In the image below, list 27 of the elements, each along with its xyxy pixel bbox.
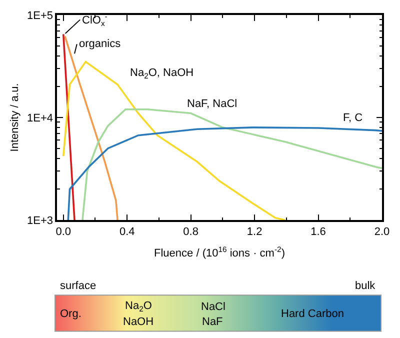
text: NaF <box>202 316 224 328</box>
text: Hard Carbon <box>281 308 344 320</box>
series-label: organics <box>79 38 122 50</box>
line-series <box>82 108 382 220</box>
y-tick-label: 1E+4 <box>27 112 54 124</box>
text: bulk <box>355 280 376 292</box>
x-axis-title: Fluence / (10$^{16}$ ions · cm$^{-2}$) <box>154 245 285 260</box>
x-tick-label: 1.6 <box>310 226 326 238</box>
y-tick-label: 1E+3 <box>27 214 54 227</box>
series-label: NaF, NaCl <box>187 98 238 110</box>
x-tick-label: 0.8 <box>183 226 198 238</box>
line-series <box>64 35 118 220</box>
text: NaCl <box>201 301 226 313</box>
x-tick-label: 0.4 <box>119 226 135 238</box>
y-axis-title: Intensity / a.u. <box>9 83 22 152</box>
x-tick-label: 2.0 <box>374 226 390 238</box>
x-tick-label: 0.0 <box>56 226 72 238</box>
text: surface <box>60 280 96 292</box>
series-label: F, C <box>343 112 363 124</box>
line-series <box>62 60 286 220</box>
y-tick-label: 1E+5 <box>27 10 54 22</box>
text: Org. <box>60 308 82 320</box>
line-series <box>67 126 382 220</box>
series-label: Na$_{2}$O, NaOH <box>130 67 194 80</box>
text: NaOH <box>123 316 154 328</box>
x-tick-label: 1.2 <box>246 226 262 238</box>
text: Na$_{2}$O <box>125 300 152 314</box>
